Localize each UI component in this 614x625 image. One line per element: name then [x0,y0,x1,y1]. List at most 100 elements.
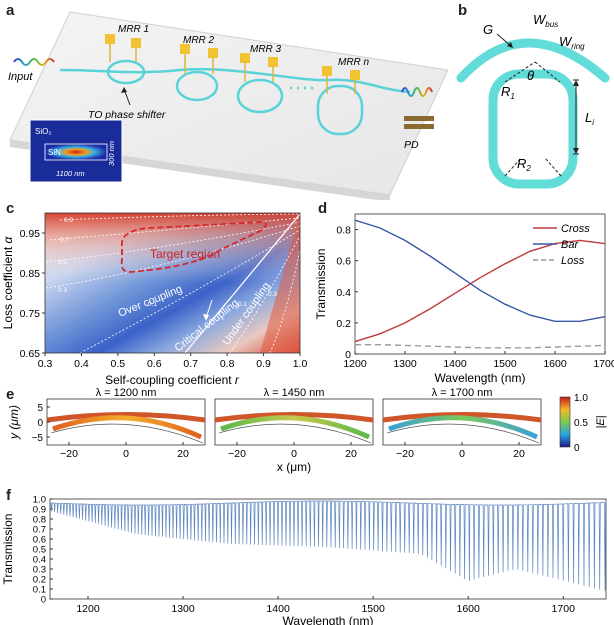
f-ytick-label: 0 [41,595,46,606]
contour-label-1: 0.9 [64,217,73,224]
e-xtick-label: 0 [123,448,129,460]
d-legend-label-cross: Cross [561,223,590,235]
mrr-2-label: MRR 2 [183,35,215,46]
c-xtick-label: 0.3 [38,358,53,370]
e-xtick-label: 20 [513,448,525,460]
d-ytick-label: 0.8 [336,225,351,237]
f-xlabel: Wavelength (nm) [283,614,374,625]
e-bus-field-2 [214,412,374,423]
ring-geometry: G Wbus Wring θ R1 R2 Li [456,12,610,189]
shifter-label: TO phase shifter [88,109,166,121]
d-xtick-label: 1700 [593,358,614,370]
e-colorbar-label: |E| [595,415,607,428]
transmission-spectrum-chart: 1200 1300 1400 1500 1600 1700 0 0.2 0.4 0.6 0.8 Wav… [315,213,614,385]
f-ytick-label: 0.9 [33,505,46,516]
f-ytick-label: 0.5 [33,545,46,556]
mrr-n-label: MRR n [338,57,370,68]
c-xtick-label: 0.7 [183,358,198,370]
f-ytick-label: 0.1 [33,585,46,596]
c-xtick-label: 0.9 [256,358,271,370]
e-xtick-label: −20 [396,448,414,460]
panel-label-e: e [6,386,15,403]
e-ylabel: y (μm) [7,405,21,440]
mrr-3 [236,53,284,114]
f-xtick-label: 1400 [266,603,290,615]
c-xtick-label: 1.0 [293,358,308,370]
e-ytick-label: 5 [37,403,43,414]
f-xtick-label: 1600 [457,603,481,615]
e-xtick-label: 20 [345,448,357,460]
e-ring-outline-1 [50,423,204,444]
bus-waveguide [59,67,411,94]
e-ring-field-2 [220,415,371,440]
chip-schematic: Input MRR 1 MRR 2 MRR 3 MRR n TO phase s… [8,11,449,200]
e-xtick-label: −20 [228,448,246,460]
f-xtick-label: 1200 [76,603,100,615]
mrr-n [316,66,364,136]
field-maps: λ = 1200 nm −20 0 20 5 0 −5 λ = 1450 nm −20 0 20 λ … [7,387,607,474]
f-xtick-label: 1300 [171,603,195,615]
target-region-label: Target region [150,247,220,261]
panel-label-f: f [6,487,11,504]
e-title-2: λ = 1450 nm [264,387,325,399]
f-ytick-label: 0.8 [33,515,46,526]
d-xtick-label: 1200 [343,358,367,370]
racetrack-ring [488,69,578,189]
d-ytick-label: 0 [345,349,351,361]
input-wave [13,58,55,66]
d-series-cross [354,239,606,343]
contour-label-7: 0.3 [268,291,277,298]
d-ytick-label: 0.2 [336,318,351,330]
d-xtick-label: 1400 [443,358,467,370]
d-ytick-label: 0.4 [336,287,351,299]
f-ytick-label: 1.0 [33,495,46,506]
c-ytick-label: 0.95 [20,228,41,240]
mrr-2 [175,44,219,102]
d-series-loss [355,344,606,349]
contour-label-3: 0.5 [58,259,67,266]
mrr-3-label: MRR 3 [250,44,282,55]
c-ytick-label: 0.65 [20,348,41,360]
f-ytick-label: 0.7 [33,525,46,536]
d-ytick-label: 0.6 [336,256,351,268]
panel-label-a: a [6,2,15,19]
c-xtick-label: 0.4 [74,358,89,370]
coupling-map: 0.9 0.7 0.5 0.3 0.1 0.1 0.3 Target regio… [1,212,308,387]
c-xlabel: Self-coupling coefficient r [105,373,240,387]
e-colorbar [559,396,571,448]
d-ylabel: Transmission [315,249,328,320]
photodetector [404,116,434,129]
inset-height: 300 nm [107,141,116,166]
pd-label: PD [404,139,419,151]
e-ytick-label: −5 [32,433,44,444]
coupling-heatmap [45,213,300,353]
contour-label-6: 0.1 [238,301,247,308]
d-plot-frame [354,213,606,355]
full-spectrum-chart: 1200 1300 1400 1500 1600 1700 00.10.20.30.40.5… [1,495,607,625]
label-W-ring: Wring [559,34,585,51]
output-wave [401,87,433,97]
f-xtick-label: 1700 [552,603,576,615]
input-label: Input [8,71,33,83]
e-bus-field-1 [46,412,206,423]
f-xtick-label: 1500 [361,603,385,615]
e-ring-field-1 [52,415,203,440]
d-series-bar [354,219,606,322]
d-legend-label-loss: Loss [561,255,585,267]
panel-label-d: d [318,200,328,217]
e-title-3: λ = 1700 nm [432,387,493,399]
e-ytick-label: 0 [37,418,43,429]
inset-width: 1100 nm [56,169,85,178]
target-region-outline [120,221,267,273]
f-ytick-label: 0.6 [33,535,46,546]
c-ytick-label: 0.85 [20,268,41,280]
c-ytick-label: 0.75 [20,308,41,320]
c-xtick-label: 0.5 [111,358,126,370]
label-R1: R1 [501,84,515,101]
e-title-1: λ = 1200 nm [96,387,157,399]
e-ring-outline-2 [218,423,372,444]
label-theta: θ [527,68,534,83]
e-colorbar-tick: 1.0 [574,393,588,404]
f-ytick-label: 0.4 [33,555,46,566]
label-R2: R2 [517,156,531,173]
